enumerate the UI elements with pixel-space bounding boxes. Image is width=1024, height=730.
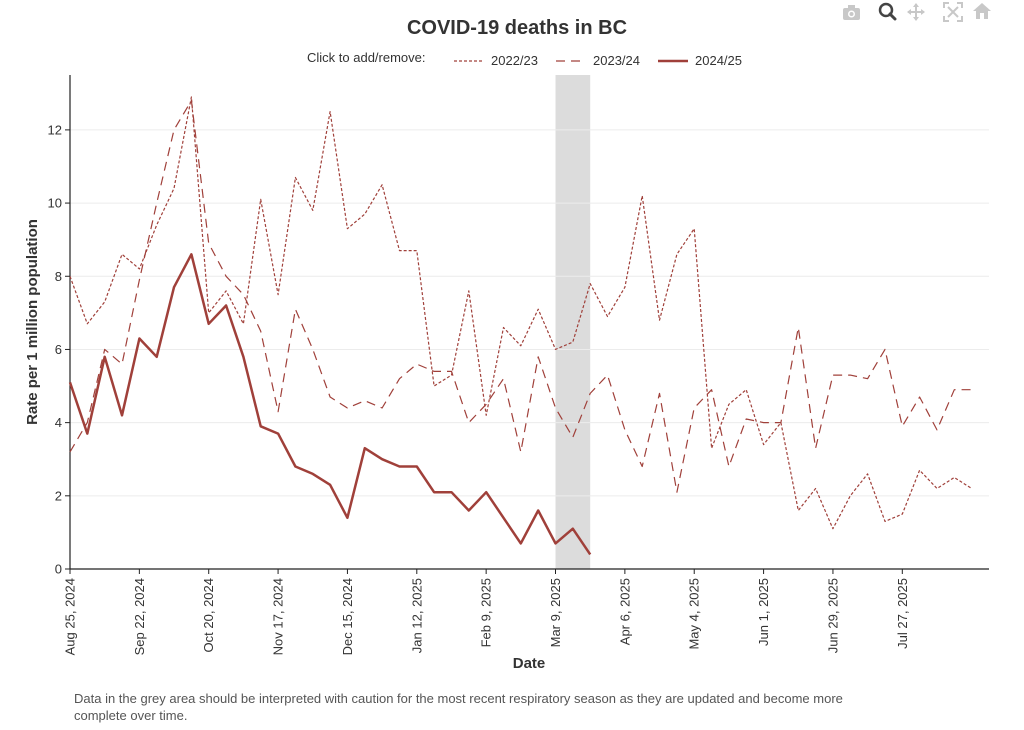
gridlines (70, 129, 989, 497)
y-axis-title: Rate per 1 million population (24, 219, 41, 425)
y-tick-labels: 0 2 4 6 8 10 12 (48, 122, 70, 577)
y-tick-label: 6 (55, 342, 62, 357)
modebar-toolbar (843, 2, 991, 22)
x-tick-label: Jan 12, 2025 (409, 578, 424, 653)
x-tick-label: Nov 17, 2024 (271, 578, 286, 655)
y-tick-label: 0 (55, 562, 62, 577)
x-tick-label: Feb 9, 2025 (479, 578, 494, 647)
chart-title: COVID-19 deaths in BC (407, 17, 627, 39)
camera-icon[interactable] (843, 5, 860, 20)
legend-item-2024-25[interactable]: 2024/25 (658, 53, 742, 68)
x-axis-title: Date (513, 655, 546, 672)
caption-note: Data in the grey area should be interpre… (74, 691, 843, 723)
x-tick-labels: Aug 25, 2024 Sep 22, 2024 Oct 20, 2024 Nov … (63, 569, 910, 655)
caution-shaded-area (555, 75, 591, 569)
y-tick-label: 10 (48, 196, 62, 211)
series-lines (68, 96, 973, 556)
shaded-region (555, 75, 591, 569)
home-icon[interactable] (973, 3, 991, 19)
x-tick-label: Jul 27, 2025 (895, 578, 910, 649)
series-line-2022-23 (69, 96, 973, 530)
x-tick-label: Apr 6, 2025 (617, 578, 632, 645)
legend-label-2022-23: 2022/23 (491, 53, 538, 68)
y-tick-label: 4 (55, 415, 62, 430)
legend-lead-text: Click to add/remove: (307, 50, 426, 65)
x-tick-label: Aug 25, 2024 (63, 578, 78, 655)
x-tick-label: Sep 22, 2024 (132, 578, 147, 655)
series-line-2023-24 (69, 99, 972, 493)
series-line-2024-25 (68, 253, 592, 556)
x-tick-label: Dec 15, 2024 (340, 578, 355, 655)
y-tick-label: 12 (48, 122, 62, 137)
axes (69, 75, 989, 570)
y-tick-label: 2 (55, 488, 62, 503)
legend: Click to add/remove: 2022/23 2023/24 202… (307, 50, 742, 68)
x-tick-label: Jun 29, 2025 (825, 578, 840, 653)
x-tick-label: Oct 20, 2024 (201, 578, 216, 652)
legend-label-2024-25: 2024/25 (695, 53, 742, 68)
x-tick-label: Mar 9, 2025 (548, 578, 563, 647)
pan-icon[interactable] (907, 3, 925, 21)
autoscale-icon[interactable] (943, 2, 963, 22)
legend-item-2023-24[interactable]: 2023/24 (556, 53, 640, 68)
y-tick-label: 8 (55, 269, 62, 284)
x-tick-label: May 4, 2025 (687, 578, 702, 650)
zoom-icon[interactable] (878, 2, 897, 21)
x-tick-label: Jun 1, 2025 (756, 578, 771, 646)
legend-label-2023-24: 2023/24 (593, 53, 640, 68)
legend-item-2022-23[interactable]: 2022/23 (454, 53, 538, 68)
